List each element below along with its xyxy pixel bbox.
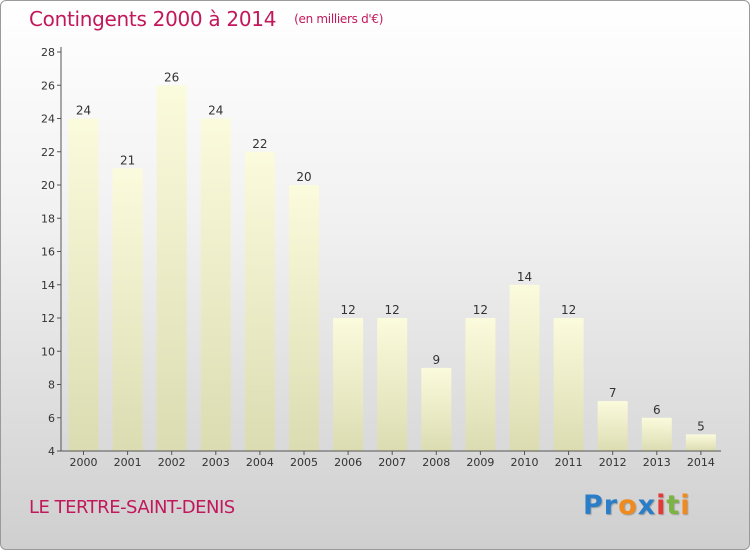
y-tick-label-16: 16 [41, 246, 55, 259]
y-tick-label-22: 22 [41, 146, 55, 159]
logo-letter-4: i [656, 490, 667, 521]
y-tick-label-26: 26 [41, 79, 55, 92]
x-tick-label-2004: 2004 [246, 456, 274, 469]
bar-2009 [465, 318, 496, 451]
x-tick-label-2014: 2014 [687, 456, 715, 469]
place-name: LE TERTRE-SAINT-DENIS [29, 497, 235, 518]
chart-title-text: Contingents 2000 à 2014 [29, 7, 277, 31]
y-tick-label-4: 4 [48, 445, 55, 458]
x-tick-label-2000: 2000 [70, 456, 98, 469]
bar-2003 [200, 118, 231, 451]
logo-letter-0: P [583, 490, 604, 521]
y-tick-label-28: 28 [41, 46, 55, 59]
x-tick-label-2009: 2009 [466, 456, 494, 469]
bar-2001 [112, 168, 143, 451]
value-labels-group: 24 21 26 24 22 20 12 12 9 12 14 12 7 6 5 [76, 70, 705, 433]
bar-2011 [553, 318, 584, 451]
x-tick-label-2011: 2011 [555, 456, 583, 469]
value-label-2012: 7 [609, 386, 617, 400]
logo-letter-3: x [637, 490, 657, 521]
chart-subtitle: (en milliers d'€) [294, 12, 384, 26]
x-tick-label-2010: 2010 [511, 456, 539, 469]
value-label-2004: 22 [252, 137, 267, 151]
x-tick-label-2013: 2013 [643, 456, 671, 469]
y-tick-label-12: 12 [41, 312, 55, 325]
value-label-2003: 24 [208, 104, 223, 118]
x-tick-label-2007: 2007 [378, 456, 406, 469]
x-tick-label-2001: 2001 [114, 456, 142, 469]
value-label-2006: 12 [340, 303, 355, 317]
value-label-2013: 6 [653, 403, 661, 417]
value-label-2001: 21 [120, 153, 135, 167]
proxiti-logo[interactable]: Proxiti [583, 490, 691, 521]
value-label-2005: 20 [296, 170, 311, 184]
x-tick-label-2012: 2012 [599, 456, 627, 469]
x-tick-label-2006: 2006 [334, 456, 362, 469]
y-tick-label-14: 14 [41, 279, 55, 292]
bar-2004 [244, 151, 275, 451]
y-tick-label-20: 20 [41, 179, 55, 192]
bar-2007 [377, 318, 408, 451]
logo-letter-5: t [666, 490, 681, 521]
value-label-2014: 5 [697, 419, 705, 433]
bar-2013 [641, 417, 672, 451]
x-tick-label-2008: 2008 [422, 456, 450, 469]
value-label-2010: 14 [517, 270, 532, 284]
x-tick-label-2005: 2005 [290, 456, 318, 469]
y-tick-label-8: 8 [48, 379, 55, 392]
bar-2006 [333, 318, 364, 451]
y-tick-label-18: 18 [41, 212, 55, 225]
logo-letter-6: i [680, 490, 691, 521]
value-label-2002: 26 [164, 70, 179, 84]
y-tick-label-10: 10 [41, 345, 55, 358]
y-tick-label-24: 24 [41, 113, 55, 126]
bar-2000 [68, 118, 99, 451]
value-label-2009: 12 [473, 303, 488, 317]
x-tick-label-2003: 2003 [202, 456, 230, 469]
axes-group: 4 6 8 10 12 14 16 18 20 22 24 26 28 2000 2001 2002 2003 2… [41, 46, 721, 469]
bar-2014 [685, 434, 716, 451]
bar-2005 [289, 185, 319, 451]
value-label-2008: 9 [432, 353, 440, 367]
bar-2002 [156, 85, 187, 451]
bar-2008 [421, 367, 452, 451]
value-label-2011: 12 [561, 303, 576, 317]
bar-2012 [597, 401, 628, 451]
bar-2010 [509, 284, 540, 451]
value-label-2007: 12 [385, 303, 400, 317]
y-tick-label-6: 6 [48, 412, 55, 425]
chart-title: Contingents 2000 à 2014 (en milliers d'€) [29, 7, 383, 31]
bars-group [68, 85, 716, 451]
value-label-2000: 24 [76, 104, 91, 118]
logo-letter-1: r [603, 490, 619, 521]
logo-letter-2: o [618, 490, 638, 521]
x-tick-label-2002: 2002 [158, 456, 186, 469]
